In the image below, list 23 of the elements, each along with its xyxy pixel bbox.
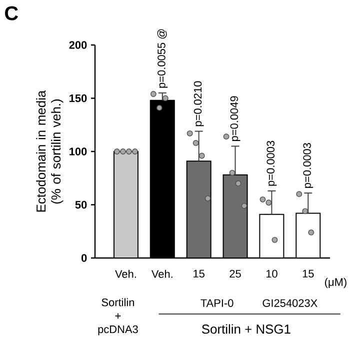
y-tick-label: 0: [81, 254, 87, 262]
annotation: p=0.0003: [266, 140, 277, 186]
text: Sortilin + NSG1: [202, 324, 290, 334]
annotation: p=0.0003: [303, 143, 314, 188]
annotation: p=0.0049: [230, 96, 240, 142]
text: TAPI-0: [200, 299, 234, 307]
y-tick-label: 150: [70, 94, 87, 102]
x-tick-label: 10: [266, 270, 278, 278]
x-tick-label: 15: [302, 270, 314, 278]
text: (μM): [325, 278, 346, 288]
chart-title: C: [5, 6, 18, 20]
x-tick-label: 15: [194, 270, 204, 278]
y-axis-title: Ectodomain in media (% of sortilin veh.): [36, 90, 64, 212]
annotation: p=0.0210: [194, 81, 204, 126]
x-tick-label: 25: [230, 270, 241, 278]
annotation: p=0.0055 @: [157, 29, 168, 88]
text: Sortilin + pcDNA3: [98, 298, 138, 336]
y-tick-label: 50: [75, 200, 87, 209]
y-tick-label: 200: [69, 41, 87, 49]
x-tick-label: Veh.: [115, 270, 136, 278]
text: GI254023X: [262, 299, 318, 307]
y-tick-label: 100: [70, 148, 87, 156]
x-tick-label: Veh.: [151, 270, 172, 278]
